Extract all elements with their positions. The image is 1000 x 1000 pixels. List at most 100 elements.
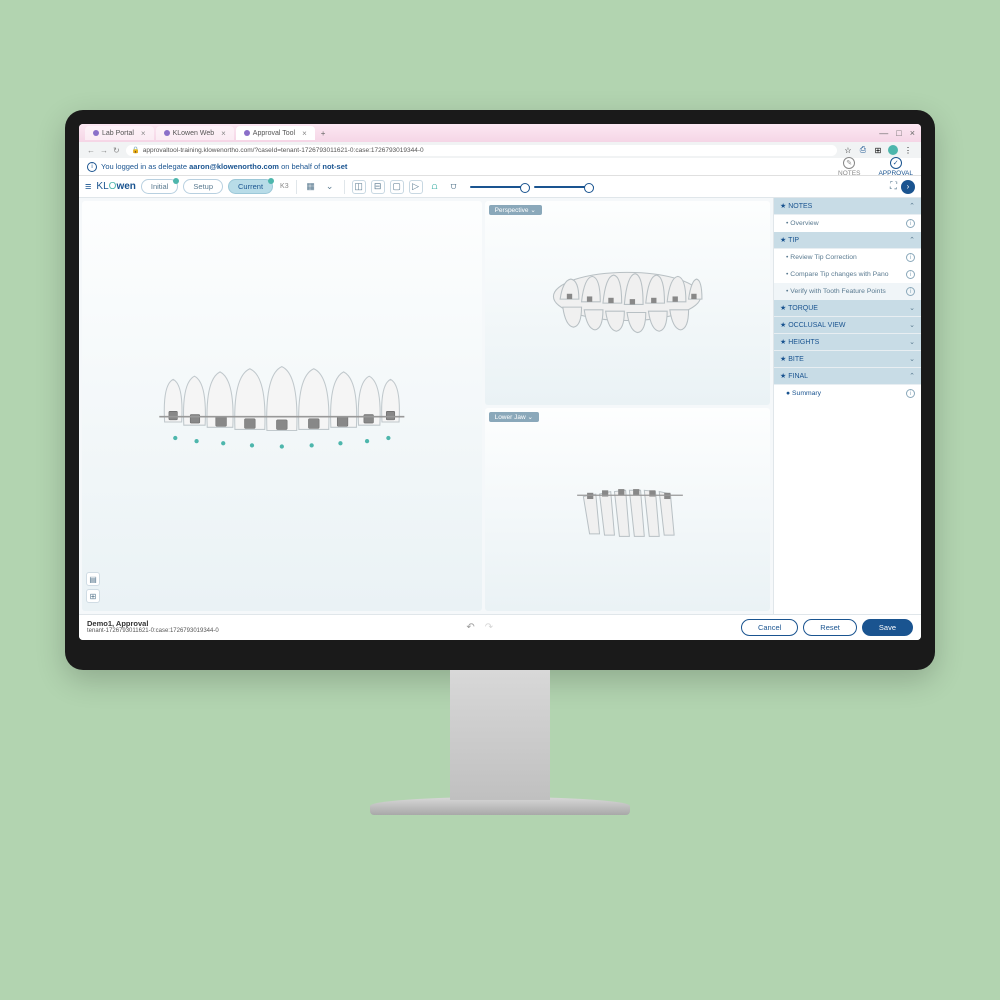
grid-tool-icon[interactable]: ⊞ [86,589,100,603]
item-label: Review Tip Correction [790,254,856,261]
forward-button[interactable]: → [100,146,108,155]
info-icon[interactable]: i [906,270,915,279]
item-label: Compare Tip changes with Pano [790,271,888,278]
print-icon[interactable]: ⎙ [858,145,868,155]
case-info: Demo1, Approval tenant-1726793011621-0:c… [87,619,219,635]
perspective-viewport[interactable]: Perspective ⌄ [485,201,770,405]
new-tab-button[interactable]: + [317,129,330,138]
stage-current-button[interactable]: Current [228,179,273,194]
play-icon[interactable]: ▷ [409,180,423,194]
delegate-email: aaron@klowenortho.com [189,162,279,171]
panel-section-notes[interactable]: ★ NOTES⌃ [774,198,921,214]
app-logo: KLOwen [96,181,135,192]
reload-button[interactable]: ↻ [113,146,120,155]
side-viewports: Perspective ⌄ [485,201,770,611]
opacity-sliders [470,186,594,188]
tab-close-icon[interactable]: × [302,129,307,138]
panel-section-tip[interactable]: ★ TIP⌃ [774,232,921,248]
info-icon[interactable]: i [906,287,915,296]
minimize-button[interactable]: — [879,128,888,138]
chevron-down-icon: ⌄ [909,321,915,329]
slider-2[interactable] [534,186,594,188]
viewport-label[interactable]: Lower Jaw ⌄ [489,412,539,422]
delegate-tabs: ✎ NOTES ✓ APPROVAL [838,157,913,177]
back-button[interactable]: ← [87,146,95,155]
panel-item-verify-tooth[interactable]: • Verify with Tooth Feature Pointsi [774,283,921,300]
panel-section-torque[interactable]: ★ TORQUE⌄ [774,300,921,316]
panel-item-review-tip[interactable]: • Review Tip Correctioni [774,249,921,266]
bookmark-icon[interactable]: ☆ [843,145,853,155]
tab-favicon-icon [93,130,99,136]
tab-close-icon[interactable]: × [141,129,146,138]
delegate-text: You logged in as delegate aaron@klowenor… [101,162,347,171]
chevron-down-icon[interactable]: ⌄ [323,180,337,194]
panel-section-bite[interactable]: ★ BITE⌄ [774,351,921,367]
panel-section-occlusal[interactable]: ★ OCCLUSAL VIEW⌄ [774,317,921,333]
url-input[interactable]: 🔒 approvaltool-training.klowenortho.com/… [126,145,837,156]
monitor-base [370,797,630,815]
cancel-button[interactable]: Cancel [741,619,798,636]
extensions-icon[interactable]: ⊞ [873,145,883,155]
info-icon[interactable]: i [906,389,915,398]
stage-setup-button[interactable]: Setup [183,179,223,194]
separator [296,180,297,194]
delegate-prefix: You logged in as delegate [101,162,189,171]
viewport-area: ▤ ⊞ Perspective ⌄ [79,198,773,614]
main-area: ▤ ⊞ Perspective ⌄ [79,198,921,614]
notes-tab[interactable]: ✎ NOTES [838,157,860,177]
browser-tab[interactable]: KLowen Web × [156,126,234,140]
stage-label: Initial [151,182,169,191]
section-label: FINAL [788,373,808,380]
viewport-label[interactable]: Perspective ⌄ [489,205,542,215]
main-3d-viewport[interactable]: ▤ ⊞ [82,201,482,611]
browser-tab-active[interactable]: Approval Tool × [236,126,315,140]
close-window-button[interactable]: × [910,128,915,138]
undo-redo: ↶ ↷ [225,622,735,633]
info-icon[interactable]: i [906,253,915,262]
slider-1[interactable] [470,186,530,188]
panel-item-overview[interactable]: • Overviewi [774,215,921,232]
layout-single-icon[interactable]: ▢ [390,180,404,194]
delegate-middle: on behalf of [281,162,322,171]
screen: Lab Portal × KLowen Web × Approval Tool … [79,124,921,640]
menu-icon[interactable]: ⋮ [903,145,913,155]
toolbar-right: ⛶ › [890,180,915,194]
measure-tool-icon[interactable]: ▤ [86,572,100,586]
delegate-target: not-set [322,162,347,171]
info-icon: i [87,162,97,172]
grid-icon[interactable]: ▦ [304,180,318,194]
panel-item-compare-tip[interactable]: • Compare Tip changes with Panoi [774,266,921,283]
maximize-button[interactable]: □ [896,128,901,138]
undo-button[interactable]: ↶ [466,622,474,633]
browser-tab[interactable]: Lab Portal × [85,126,154,140]
section-label: NOTES [788,203,812,210]
logo-prefix: KL [96,181,108,192]
lower-jaw-viewport[interactable]: Lower Jaw ⌄ [485,408,770,612]
fullscreen-icon[interactable]: ⛶ [890,181,897,192]
info-icon[interactable]: i [906,219,915,228]
profile-avatar[interactable] [888,145,898,155]
teeth-upper-icon[interactable]: ⩍ [428,180,442,194]
stage-counter: K3 [280,183,289,190]
collapse-panel-button[interactable]: › [901,180,915,194]
layout-split-h-icon[interactable]: ◫ [352,180,366,194]
section-label: TIP [788,237,799,244]
app-toolbar: ≡ KLOwen Initial Setup Current K3 ▦ ⌄ ◫ … [79,176,921,198]
approval-tab[interactable]: ✓ APPROVAL [878,157,913,177]
hamburger-menu-icon[interactable]: ≡ [85,181,91,193]
section-label: OCCLUSAL VIEW [788,322,845,329]
reset-button[interactable]: Reset [803,619,857,636]
save-button[interactable]: Save [862,619,913,636]
teeth-lower-icon[interactable]: ⩌ [447,180,461,194]
tab-close-icon[interactable]: × [221,129,226,138]
stage-initial-button[interactable]: Initial [141,179,179,194]
tab-label: KLowen Web [173,130,215,137]
redo-button[interactable]: ↷ [485,622,493,633]
layout-split-v-icon[interactable]: ⊟ [371,180,385,194]
panel-section-final[interactable]: ★ FINAL⌃ [774,368,921,384]
panel-item-summary[interactable]: ● Summaryi [774,385,921,402]
url-text: approvaltool-training.klowenortho.com/?c… [143,147,424,154]
section-label: TORQUE [788,305,818,312]
panel-section-heights[interactable]: ★ HEIGHTS⌄ [774,334,921,350]
monitor-frame: Lab Portal × KLowen Web × Approval Tool … [65,110,935,670]
